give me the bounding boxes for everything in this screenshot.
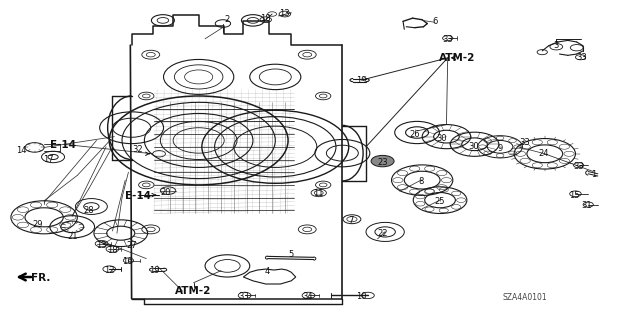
Text: 10: 10 bbox=[356, 292, 367, 301]
Text: 20: 20 bbox=[160, 188, 171, 197]
Text: 7: 7 bbox=[348, 216, 353, 225]
Text: 16: 16 bbox=[122, 257, 132, 266]
Text: FR.: FR. bbox=[31, 273, 50, 283]
Text: 33: 33 bbox=[238, 292, 249, 301]
Text: 14: 14 bbox=[16, 146, 26, 155]
Text: 26: 26 bbox=[409, 130, 420, 138]
Text: 11: 11 bbox=[314, 189, 324, 198]
Text: 5: 5 bbox=[289, 250, 294, 259]
Text: SZA4A0101: SZA4A0101 bbox=[502, 293, 547, 302]
Circle shape bbox=[371, 155, 394, 167]
Text: 33: 33 bbox=[577, 53, 588, 62]
Text: 24: 24 bbox=[538, 149, 548, 158]
Text: 23: 23 bbox=[377, 158, 388, 167]
Text: 33: 33 bbox=[573, 162, 584, 171]
Text: 12: 12 bbox=[104, 265, 115, 275]
Text: E-14: E-14 bbox=[51, 140, 76, 150]
Text: 17: 17 bbox=[44, 155, 54, 164]
Text: 6: 6 bbox=[432, 17, 438, 26]
Text: 18: 18 bbox=[107, 247, 118, 256]
Text: 19: 19 bbox=[148, 265, 159, 275]
Text: 9: 9 bbox=[497, 144, 502, 153]
Text: 25: 25 bbox=[435, 197, 445, 206]
Text: 8: 8 bbox=[418, 177, 424, 186]
Text: ATM-2: ATM-2 bbox=[175, 286, 212, 296]
Text: 18: 18 bbox=[260, 14, 271, 23]
Text: E-14: E-14 bbox=[125, 191, 151, 201]
Text: 33: 33 bbox=[442, 35, 453, 44]
Text: 4: 4 bbox=[265, 267, 270, 276]
Text: 22: 22 bbox=[378, 229, 388, 238]
Text: 13: 13 bbox=[96, 241, 107, 250]
Text: 32: 32 bbox=[132, 145, 143, 154]
Text: 13: 13 bbox=[280, 9, 290, 18]
Text: ATM-2: ATM-2 bbox=[439, 53, 476, 63]
Text: 2: 2 bbox=[225, 15, 230, 24]
Text: 15: 15 bbox=[569, 190, 579, 200]
Text: 30: 30 bbox=[468, 142, 479, 151]
Text: 34: 34 bbox=[302, 292, 312, 301]
Text: 33: 33 bbox=[519, 137, 530, 146]
Text: 1: 1 bbox=[591, 170, 596, 179]
Text: 19: 19 bbox=[356, 76, 367, 85]
Text: 21: 21 bbox=[67, 232, 77, 241]
Text: 31: 31 bbox=[582, 201, 592, 210]
Text: 29: 29 bbox=[33, 220, 43, 229]
Text: 27: 27 bbox=[126, 241, 137, 250]
Text: 28: 28 bbox=[83, 206, 94, 215]
Text: 30: 30 bbox=[436, 134, 447, 143]
Text: 3: 3 bbox=[554, 41, 559, 50]
